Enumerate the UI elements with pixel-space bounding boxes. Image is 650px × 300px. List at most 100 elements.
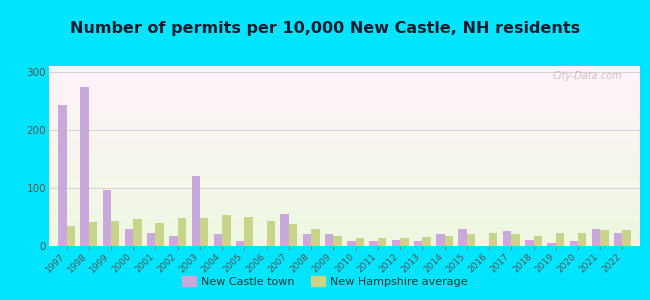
Bar xyxy=(49,212,640,214)
Bar xyxy=(49,214,640,217)
Bar xyxy=(49,149,640,152)
Bar xyxy=(49,136,640,138)
Bar xyxy=(49,129,640,131)
Bar xyxy=(49,140,640,142)
Bar xyxy=(49,242,640,244)
Bar xyxy=(49,167,640,169)
Bar xyxy=(49,169,640,172)
Bar xyxy=(49,219,640,221)
Bar xyxy=(49,100,640,102)
Bar xyxy=(280,214,289,246)
Bar xyxy=(49,226,640,228)
Bar xyxy=(49,124,640,127)
Bar xyxy=(534,236,542,246)
Bar xyxy=(49,190,640,192)
Legend: New Castle town, New Hampshire average: New Castle town, New Hampshire average xyxy=(177,272,473,291)
Bar xyxy=(49,84,640,86)
Bar xyxy=(49,163,640,165)
Bar xyxy=(49,147,640,149)
Bar xyxy=(49,201,640,203)
Bar xyxy=(467,234,475,246)
Bar xyxy=(414,242,422,246)
Bar xyxy=(49,134,640,136)
Bar xyxy=(49,120,640,122)
Bar xyxy=(49,188,640,190)
Bar xyxy=(49,196,640,199)
Bar xyxy=(177,218,186,246)
Bar xyxy=(49,185,640,188)
Bar xyxy=(49,138,640,140)
Bar xyxy=(103,190,111,246)
Bar xyxy=(49,160,640,163)
Bar xyxy=(49,145,640,147)
Bar xyxy=(200,218,209,246)
Bar xyxy=(49,91,640,93)
Bar xyxy=(356,238,364,246)
Bar xyxy=(49,208,640,210)
Bar xyxy=(49,104,640,106)
Bar xyxy=(49,224,640,226)
Bar xyxy=(111,221,120,246)
Bar xyxy=(556,233,564,246)
Bar xyxy=(49,73,640,75)
Bar xyxy=(49,194,640,196)
Bar xyxy=(445,236,453,246)
Bar xyxy=(49,158,640,160)
Bar xyxy=(422,237,431,246)
Bar xyxy=(244,217,253,246)
Bar xyxy=(49,80,640,82)
Bar xyxy=(49,122,640,124)
Bar xyxy=(49,239,640,242)
Bar xyxy=(49,118,640,120)
Bar xyxy=(49,221,640,224)
Bar xyxy=(266,221,275,246)
Bar xyxy=(49,217,640,219)
Bar xyxy=(49,66,640,68)
Bar xyxy=(578,233,586,246)
Bar xyxy=(49,77,640,80)
Bar xyxy=(125,229,133,246)
Bar xyxy=(49,93,640,95)
Bar xyxy=(49,68,640,70)
Bar xyxy=(49,228,640,230)
Bar xyxy=(49,192,640,194)
Bar xyxy=(49,235,640,237)
Bar xyxy=(436,234,445,246)
Bar xyxy=(333,236,342,246)
Bar xyxy=(49,183,640,185)
Bar xyxy=(592,229,600,246)
Bar xyxy=(49,199,640,201)
Bar xyxy=(49,152,640,154)
Bar xyxy=(192,176,200,246)
Bar xyxy=(49,98,640,100)
Bar xyxy=(503,232,512,246)
Bar xyxy=(49,206,640,208)
Bar xyxy=(392,240,400,246)
Bar xyxy=(49,102,640,104)
Bar xyxy=(49,106,640,109)
Bar xyxy=(49,75,640,77)
Bar xyxy=(222,215,231,246)
Bar xyxy=(58,106,66,246)
Bar xyxy=(49,176,640,178)
Bar xyxy=(49,203,640,206)
Bar xyxy=(49,181,640,183)
Bar xyxy=(49,154,640,156)
Bar xyxy=(458,229,467,246)
Bar xyxy=(512,234,520,246)
Bar xyxy=(311,229,320,246)
Bar xyxy=(49,178,640,181)
Bar xyxy=(49,111,640,113)
Bar xyxy=(49,165,640,167)
Bar xyxy=(623,230,631,246)
Bar xyxy=(49,156,640,158)
Bar xyxy=(49,113,640,116)
Bar xyxy=(547,243,556,246)
Bar xyxy=(49,237,640,239)
Bar xyxy=(49,70,640,73)
Bar xyxy=(49,142,640,145)
Bar xyxy=(81,87,89,246)
Bar xyxy=(49,244,640,246)
Bar xyxy=(525,240,534,246)
Bar xyxy=(49,230,640,232)
